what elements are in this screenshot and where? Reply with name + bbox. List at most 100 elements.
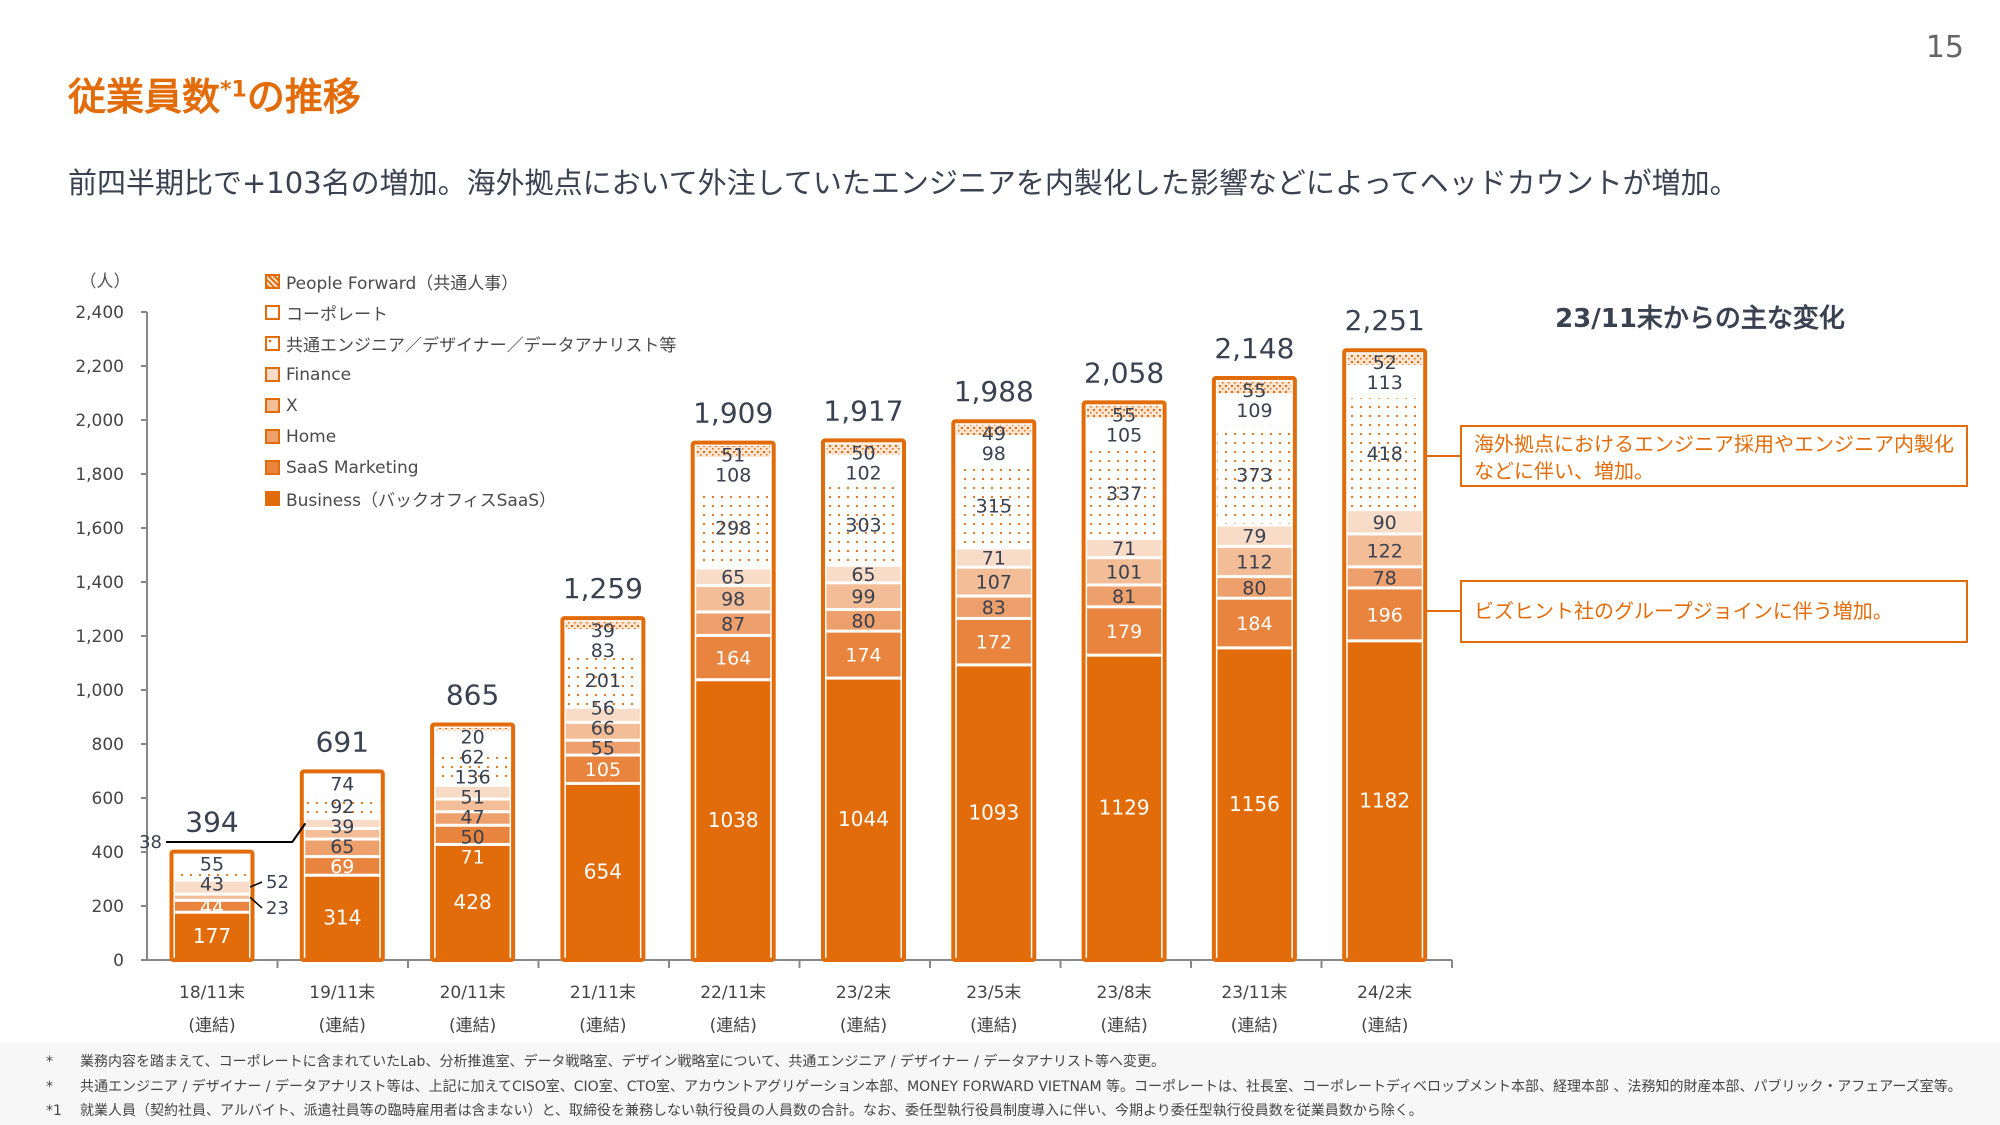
total-label: 1,259	[563, 572, 643, 605]
x-tick-label: 18/11末	[179, 983, 245, 1003]
total-label: 1,988	[954, 375, 1034, 408]
x-tick-sublabel: (連結)	[449, 1016, 496, 1036]
footnote-mark: *1	[46, 1103, 62, 1119]
bar-segment	[435, 727, 510, 731]
y-tick-label: 1,800	[75, 465, 124, 485]
data-label: 49	[982, 423, 1006, 445]
legend-swatch	[265, 367, 280, 382]
total-label: 1,909	[693, 397, 773, 430]
bar-segment	[1217, 547, 1292, 576]
data-label: 201	[585, 670, 621, 692]
bar-segment	[175, 869, 249, 879]
bar-outline	[560, 616, 646, 962]
bar-segment	[1087, 559, 1162, 584]
data-label: 38	[139, 832, 162, 853]
y-tick-label: 2,400	[75, 303, 124, 323]
data-label: 102	[845, 462, 881, 484]
bar-segment	[565, 784, 640, 959]
data-label: 298	[715, 518, 751, 540]
x-tick-sublabel: (連結)	[710, 1016, 757, 1036]
bar-segment	[826, 484, 901, 564]
bar-segment	[305, 774, 380, 792]
legend-item: Finance	[265, 359, 676, 390]
x-tick-label: 20/11末	[440, 983, 506, 1003]
data-label: 80	[851, 610, 875, 632]
bar-segment	[696, 636, 771, 679]
legend-swatch	[265, 429, 280, 444]
bar-outline	[690, 440, 776, 962]
bar-stack	[299, 769, 385, 962]
bar-segment	[435, 845, 510, 959]
chart-legend: People Forward（共通人事） コーポレート 共通エンジニア／デザイナー／…	[265, 266, 676, 514]
data-label: 52	[266, 872, 289, 893]
bar-segment	[435, 750, 510, 784]
y-tick-label: 1,000	[75, 681, 124, 701]
bar-segment	[175, 913, 249, 959]
data-label: 44	[200, 896, 224, 918]
legend-label: X	[286, 395, 298, 416]
y-axis-label: （人）	[80, 272, 131, 292]
data-label: 1129	[1099, 796, 1150, 820]
legend-swatch	[265, 460, 280, 475]
bar-segment	[565, 654, 640, 706]
bar-segment	[305, 876, 380, 959]
data-label: 78	[1373, 567, 1397, 589]
bar-segment	[1087, 449, 1162, 538]
page-title: 従業員数*1の推移	[68, 66, 361, 121]
total-label: 691	[316, 725, 369, 758]
data-label: 52	[1373, 352, 1397, 374]
footnote: *1 就業人員（契約社員、アルバイト、派遣社員等の臨時雇用者は含まない）と、取締役…	[46, 1100, 1423, 1120]
legend-label: Home	[286, 426, 337, 447]
bar-stack	[1211, 376, 1297, 963]
data-label: 98	[721, 589, 745, 611]
title-rest: の推移	[246, 75, 361, 119]
bar-segment	[565, 621, 640, 630]
bar-segment	[1347, 353, 1422, 365]
bar-segment	[565, 632, 640, 652]
y-tick-label: 1,600	[75, 519, 124, 539]
y-tick-label: 2,200	[75, 357, 124, 377]
data-label: 337	[1106, 483, 1142, 505]
legend-item: People Forward（共通人事）	[265, 266, 676, 297]
bar-stack	[430, 722, 516, 963]
change-note-engineers: 海外拠点におけるエンジニア採用やエンジニア内製化などに伴い、増加。	[1460, 425, 1968, 487]
bar-segment	[956, 597, 1031, 617]
bar-segment	[696, 587, 771, 611]
bar-stack	[1342, 348, 1428, 963]
x-tick-label: 23/5末	[966, 983, 1021, 1003]
data-label: 101	[1106, 561, 1142, 583]
data-label: 428	[454, 890, 492, 914]
data-label: 83	[591, 640, 615, 662]
y-tick-label: 200	[92, 897, 124, 917]
bar-outline	[1081, 400, 1167, 962]
bar-segment	[565, 708, 640, 721]
data-label: 20	[461, 726, 485, 748]
data-label: 39	[330, 816, 354, 838]
data-label: 108	[715, 465, 751, 487]
total-label: 2,058	[1084, 356, 1164, 389]
bar-segment	[1347, 367, 1422, 396]
x-tick-label: 24/2末	[1357, 983, 1412, 1003]
bar-stack	[1081, 400, 1167, 962]
data-label: 83	[982, 597, 1006, 619]
bar-segment	[696, 446, 771, 457]
data-label: 109	[1236, 400, 1272, 422]
footnotes: * 業務内容を踏まえて、コーポレートに含まれていたLab、分析推進室、データ戦略室…	[0, 1043, 2000, 1125]
bar-stack	[951, 419, 1037, 962]
data-label: 196	[1367, 604, 1403, 626]
x-tick-label: 19/11末	[309, 983, 375, 1003]
data-label: 90	[1373, 512, 1397, 534]
bar-segment	[826, 566, 901, 582]
data-label: 1156	[1229, 792, 1280, 816]
legend-swatch	[265, 305, 280, 320]
bar-segment	[305, 830, 380, 838]
bar-outline	[1342, 348, 1428, 963]
x-tick-sublabel: (連結)	[840, 1016, 887, 1036]
x-tick-label: 22/11末	[700, 983, 766, 1003]
data-label: 373	[1236, 465, 1272, 487]
footnote: * 業務内容を踏まえて、コーポレートに含まれていたLab、分析推進室、データ戦略室…	[46, 1051, 1165, 1071]
data-label: 69	[330, 856, 354, 878]
bar-segment	[1217, 526, 1292, 545]
bar-segment	[1347, 511, 1422, 533]
legend-label: Finance	[286, 364, 352, 385]
